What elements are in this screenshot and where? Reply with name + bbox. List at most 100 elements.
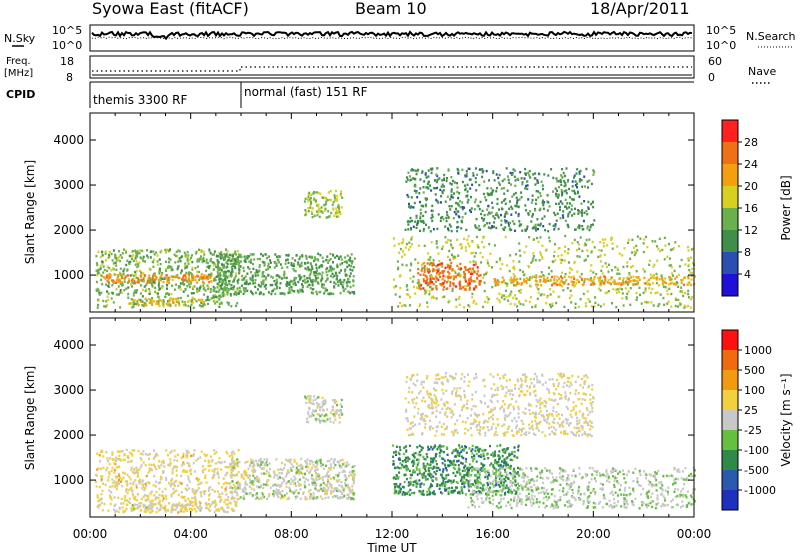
data-cell [639, 293, 641, 297]
data-cell [340, 481, 343, 484]
data-cell [565, 207, 568, 210]
data-cell [347, 497, 350, 500]
data-cell [175, 474, 178, 477]
data-cell [158, 269, 160, 273]
data-cell [190, 300, 193, 303]
data-cell [468, 282, 471, 285]
data-cell [250, 461, 253, 464]
data-cell [332, 413, 335, 416]
data-cell [512, 168, 515, 171]
data-cell [235, 289, 238, 292]
data-cell [151, 285, 154, 288]
data-cell [423, 471, 426, 475]
data-cell [246, 289, 249, 292]
data-cell [110, 252, 113, 256]
data-cell [152, 282, 155, 285]
data-cell [537, 227, 539, 231]
data-cell [273, 470, 276, 473]
data-cell [285, 276, 288, 280]
data-cell [200, 250, 203, 253]
data-cell [495, 482, 498, 485]
data-cell [414, 220, 417, 223]
data-cell [312, 192, 315, 195]
data-cell [157, 302, 160, 306]
data-cell [529, 210, 532, 213]
data-cell [648, 263, 651, 266]
data-cell [198, 508, 201, 511]
data-cell [285, 458, 288, 461]
data-cell [431, 448, 434, 451]
data-cell [165, 251, 167, 254]
data-cell [491, 225, 494, 228]
data-cell [627, 241, 630, 244]
data-cell [559, 205, 561, 209]
data-cell [210, 460, 213, 463]
data-cell [307, 420, 310, 424]
data-cell [327, 496, 330, 499]
data-cell [311, 267, 314, 270]
data-cell [591, 281, 594, 284]
data-cell [609, 278, 612, 281]
data-cell [535, 198, 538, 202]
data-cell [620, 283, 623, 287]
data-cell [489, 227, 492, 230]
data-cell [281, 468, 284, 472]
data-cell [468, 283, 471, 286]
data-cell [312, 495, 315, 498]
data-cell [243, 277, 246, 280]
data-cell [335, 278, 338, 281]
data-cell [250, 480, 253, 483]
data-cell [168, 277, 171, 281]
data-cell [658, 237, 661, 240]
data-cell [198, 248, 200, 251]
data-cell [203, 277, 206, 280]
data-cell [495, 226, 498, 230]
data-cell [690, 283, 693, 287]
data-cell [98, 268, 101, 272]
data-cell [110, 269, 113, 272]
data-cell [199, 456, 202, 459]
data-cell [142, 257, 145, 260]
data-cell [232, 497, 235, 500]
data-cell [262, 254, 264, 257]
data-cell [288, 458, 291, 462]
data-cell [251, 459, 254, 463]
data-cell [670, 266, 673, 269]
data-cell [344, 256, 347, 259]
data-cell [551, 302, 554, 305]
data-cell [472, 174, 475, 177]
data-cell [131, 306, 134, 309]
data-cell [449, 284, 452, 288]
data-cell [231, 467, 233, 470]
data-cell [336, 487, 339, 490]
data-cell [344, 274, 347, 278]
data-cell [409, 488, 412, 492]
data-cell [306, 276, 309, 280]
data-cell [297, 291, 300, 294]
data-cell [558, 277, 561, 280]
data-cell [140, 502, 142, 505]
data-cell [335, 489, 338, 493]
data-cell [278, 471, 281, 475]
data-cell [231, 465, 234, 468]
data-cell [291, 257, 294, 260]
data-cell [131, 453, 134, 456]
data-cell [562, 216, 565, 219]
data-cell [121, 450, 124, 453]
data-cell [341, 486, 344, 489]
data-cell [237, 278, 240, 281]
data-cell [538, 172, 541, 176]
data-cell [148, 267, 151, 270]
data-cell [183, 496, 186, 499]
data-cell [191, 504, 194, 507]
data-cell [407, 228, 410, 231]
data-cell [429, 457, 432, 460]
data-cell [311, 474, 313, 477]
data-cell [320, 280, 323, 283]
data-cell [441, 179, 444, 182]
data-cell [449, 225, 452, 228]
data-cell [151, 499, 154, 502]
data-cell [135, 466, 138, 469]
data-cell [249, 491, 252, 495]
data-cell [431, 209, 434, 213]
